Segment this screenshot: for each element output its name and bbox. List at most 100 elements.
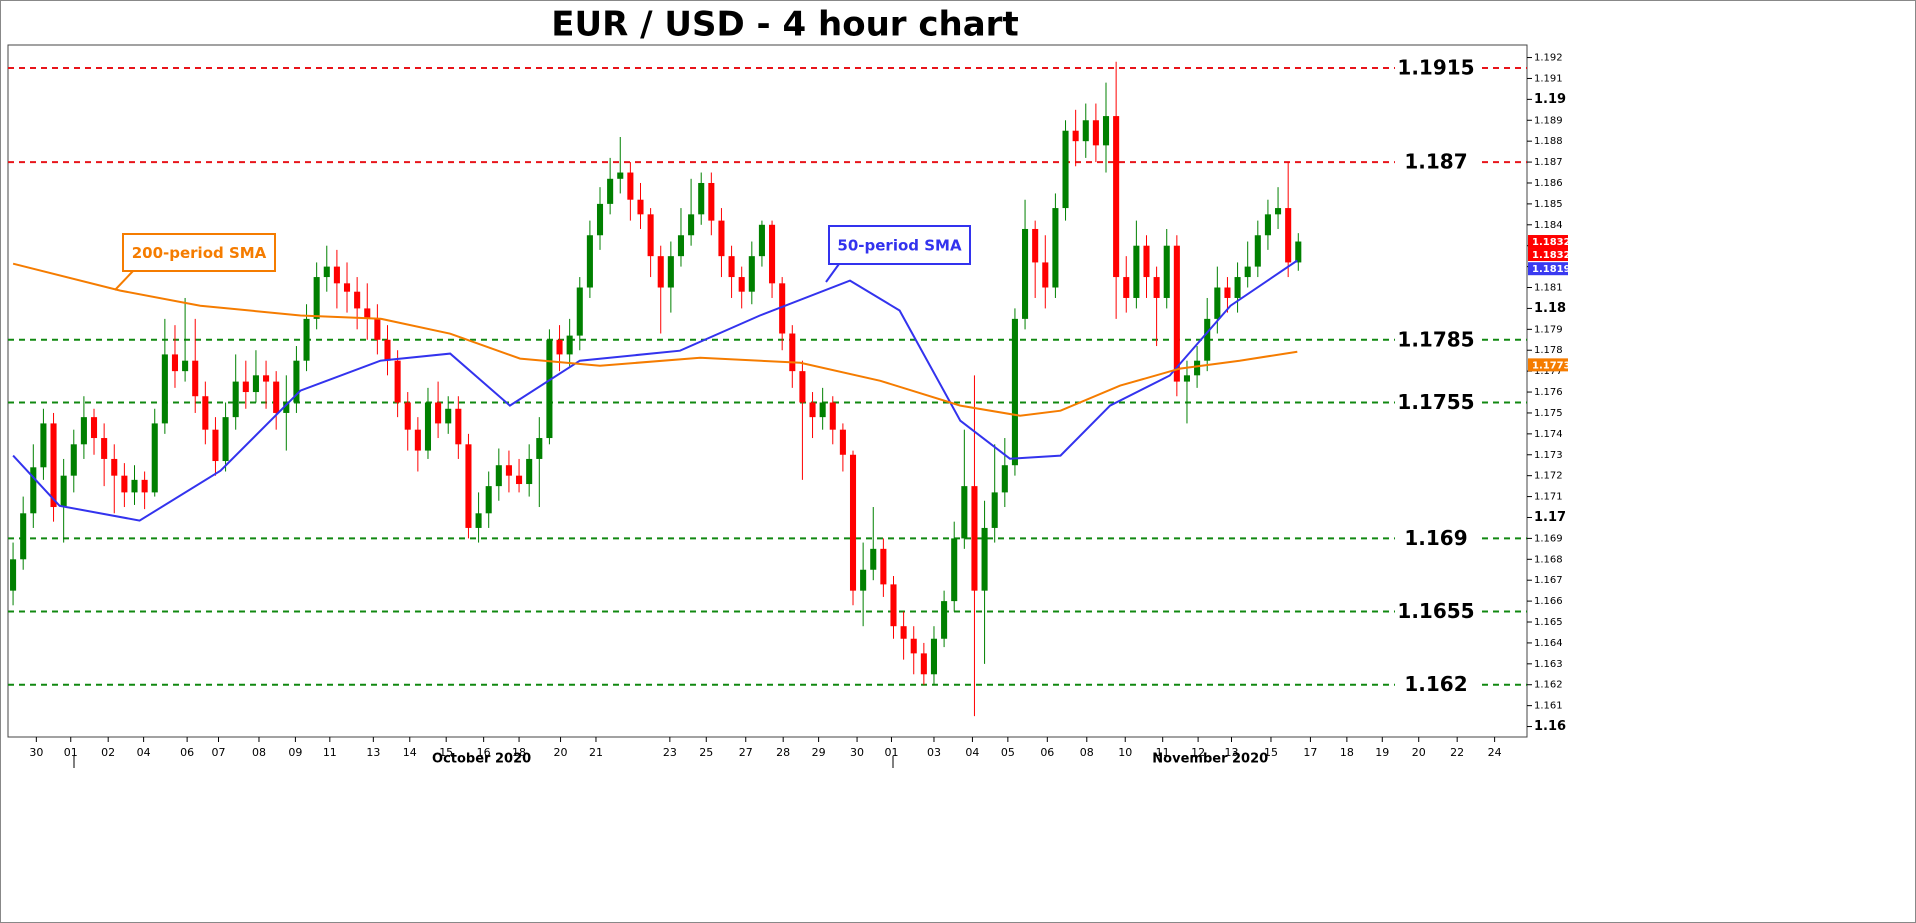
x-tick-label: 16 [477,746,491,759]
y-tick-label: 1.161 [1534,701,1563,712]
y-tick-label: 1.186 [1534,178,1563,189]
y-tick-label: 1.164 [1534,638,1563,649]
candle-body [526,458,533,485]
y-tick-label: 1.165 [1534,617,1563,628]
x-tick-label: 09 [288,746,302,759]
candle-body [536,438,543,459]
y-tick-label: 1.167 [1534,575,1563,586]
y-tick-label: 1.181 [1534,283,1563,294]
candle-body [1052,208,1059,288]
candle-body [495,465,502,487]
candle-body [10,559,17,591]
candle-body [222,417,229,462]
candle-body [475,513,482,528]
candle-body [283,402,290,413]
candle-body [111,458,118,476]
candle-body [769,224,776,284]
candle-body [30,467,37,514]
level-label-bg [1395,54,1477,81]
candle-body [313,277,320,319]
candle-body [435,402,442,424]
candle-body [101,438,108,459]
candle-body [1042,262,1049,288]
candle-body [1275,208,1282,215]
candle-body [192,360,199,397]
candle-body [890,584,897,627]
price-tag-label: 1.1819 [1532,264,1571,275]
x-tick-label: 20 [1412,746,1426,759]
candle-body [546,339,553,439]
annotation-box [122,233,276,272]
candle-body [910,638,917,654]
candle-body [1224,287,1231,298]
x-tick-label: 13 [1224,746,1238,759]
candle-body [930,638,938,675]
y-tick-label: 1.171 [1534,492,1563,503]
candle-body [182,360,189,372]
candle-body [829,402,836,430]
candle-body [1143,245,1150,278]
level-label-bg [1395,389,1477,416]
candle-body [394,360,401,403]
y-tick-label: 1.17 [1534,510,1566,525]
candle-body [779,283,786,334]
candle-body [1214,287,1221,319]
candle-body [951,538,958,602]
candle-body [505,465,512,476]
y-tick-label: 1.174 [1534,429,1563,440]
candle-body [202,396,209,430]
x-tick-label: 25 [699,746,713,759]
candle-body [677,235,685,257]
candle-body [748,256,755,292]
candle-body [941,601,948,639]
level-label-bg [1395,149,1477,176]
candle-body [961,486,968,539]
candle-body [131,479,138,493]
level-label-bg [1395,671,1477,698]
plot-frame [7,44,1528,738]
sma-line [12,262,1298,417]
level-label: 1.1785 [1397,327,1474,351]
candle-body [384,339,391,361]
price-tag [1528,262,1568,276]
x-tick-label: 04 [137,746,151,759]
candle-body [1123,277,1130,298]
candle-body [455,408,462,445]
x-tick-label: 05 [1001,746,1015,759]
x-tick-label: 22 [1450,746,1464,759]
candle-body [728,256,735,278]
candle-body [657,256,664,288]
x-tick-label: 28 [776,746,790,759]
price-tag-label: 1.1773 [1532,360,1571,371]
candle-body [90,417,98,439]
y-tick-label: 1.18 [1534,301,1566,316]
candle-body [424,402,432,451]
candle-body [596,203,604,236]
x-tick-label: 23 [663,746,677,759]
candle-body [556,339,563,355]
candle-body [1032,228,1039,263]
candle-body [1163,245,1170,298]
candle-body [860,569,867,591]
candle-body [1082,120,1089,142]
y-tick-label: 1.173 [1534,450,1563,461]
price-tag [1528,235,1568,249]
price-tag [1528,358,1568,372]
level-label: 1.162 [1404,672,1467,696]
annotation-pointer [114,270,134,291]
y-tick-label: 1.175 [1534,408,1563,419]
candle-body [789,333,796,372]
x-tick-label: 18 [512,746,526,759]
candle-body [1264,214,1271,236]
x-tick-label: 27 [739,746,753,759]
candle-body [1295,241,1302,263]
candle-body [920,653,927,675]
level-label: 1.187 [1404,150,1467,174]
y-tick-label: 1.179 [1534,324,1563,335]
candle-body [627,172,634,200]
candle-body [1022,228,1029,319]
candle-body [171,354,179,372]
y-tick-label: 1.16 [1534,719,1566,734]
x-tick-label: 11 [1156,746,1170,759]
